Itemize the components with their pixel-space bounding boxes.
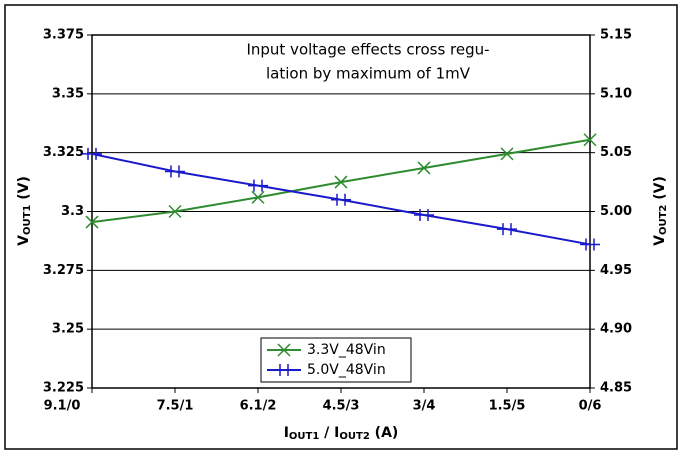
y2-label-sub: OUT2 [658, 205, 669, 235]
marker [85, 215, 99, 229]
y-tick-label: 3.25 [52, 322, 84, 337]
y2-tick-label: 5.05 [600, 145, 632, 160]
y-tick-label: 3.225 [43, 381, 84, 396]
x-tick-label: 3/4 [413, 399, 436, 414]
marker [168, 204, 182, 219]
marker-h [414, 209, 434, 222]
y-label-sub: OUT1 [22, 205, 33, 235]
y-tick-label: 3.275 [43, 263, 84, 278]
y-tick-label: 3.35 [52, 86, 84, 101]
marker [500, 147, 514, 161]
legend: 3.3V_48Vin 5.0V_48Vin [260, 337, 412, 383]
annotation: Input voltage effects cross regu- [246, 41, 489, 59]
y-tick-label: 3.325 [43, 145, 84, 160]
marker-h [82, 147, 102, 160]
marker [251, 190, 265, 204]
y2-tick-label: 5.00 [600, 204, 632, 219]
x-label-sub: OUT1 [289, 431, 319, 442]
x-tick-label: 7.5/1 [157, 399, 194, 414]
legend-label: 5.0V_48Vin [307, 362, 386, 378]
marker-h [497, 223, 517, 236]
marker [82, 147, 102, 160]
marker-h [248, 179, 268, 192]
x-label-main: I [284, 425, 289, 441]
marker-h [274, 364, 294, 376]
marker-x [583, 133, 597, 147]
x-tick-label: 1.5/5 [489, 399, 526, 414]
y2-tick-label: 5.15 [600, 28, 632, 43]
marker-x [500, 147, 514, 161]
marker [497, 223, 517, 236]
y-axis-label: VOUT1 (V) [16, 176, 33, 246]
marker-h [331, 193, 351, 206]
marker-x [334, 175, 348, 189]
annotation: lation by maximum of 1mV [266, 65, 471, 83]
y2-label-unit: (V) [652, 176, 668, 205]
y-tick-label: 3.375 [43, 28, 84, 43]
marker [414, 209, 434, 222]
marker-x [277, 343, 291, 357]
y2-tick-label: 5.10 [600, 86, 632, 101]
x-axis-label: IOUT1 / IOUT2 (A) [284, 425, 399, 442]
x-tick-label: 6.1/2 [240, 399, 277, 414]
marker-h [580, 238, 600, 251]
x-tick-label: 9.1/0 [44, 399, 81, 414]
marker [331, 193, 351, 206]
y2-tick-label: 4.85 [600, 381, 632, 396]
marker [248, 179, 268, 192]
x-label-mid: / I [319, 425, 339, 441]
marker [417, 161, 431, 175]
y2-label-main: V [652, 235, 668, 246]
marker-x [85, 215, 99, 229]
marker-x [251, 190, 265, 204]
marker-x [417, 161, 431, 175]
marker [334, 175, 348, 189]
marker [274, 364, 294, 376]
y-tick-label: 3.3 [61, 204, 84, 219]
marker [165, 165, 185, 178]
marker [583, 133, 597, 147]
x-label-unit: (A) [370, 425, 399, 441]
y-label-main: V [16, 235, 32, 246]
y2-tick-label: 4.90 [600, 322, 632, 337]
marker-h [165, 165, 185, 178]
y-label-unit: (V) [16, 176, 32, 205]
x-tick-label: 4.5/3 [323, 399, 360, 414]
x-tick-label: 0/6 [579, 399, 602, 414]
marker [277, 343, 291, 357]
marker [580, 238, 600, 251]
y2-axis-label: VOUT2 (V) [652, 176, 669, 246]
legend-box [260, 337, 412, 383]
legend-label: 3.3V_48Vin [307, 342, 386, 358]
x-label-sub: OUT2 [339, 431, 369, 442]
y2-tick-label: 4.95 [600, 263, 632, 278]
marker-x [168, 204, 182, 219]
